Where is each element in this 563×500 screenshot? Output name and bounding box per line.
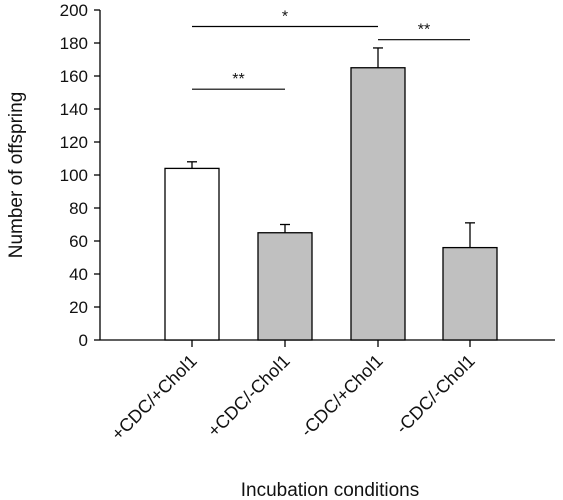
significance-label-2: * — [282, 9, 288, 26]
y-tick-label: 40 — [69, 265, 88, 284]
y-tick-label: 20 — [69, 298, 88, 317]
significance-annotations: ***** — [192, 9, 470, 90]
x-tick-label: -CDC/-Chol1 — [392, 351, 479, 438]
bar-4 — [442, 246, 498, 341]
x-tick-label: +CDC/-Chol1 — [204, 351, 294, 441]
x-tick-label: +CDC/+Chol1 — [107, 351, 200, 444]
y-tick-label: 100 — [60, 166, 88, 185]
axes: 0 20 40 60 80 100 120 140 160 180 200 — [60, 1, 555, 350]
y-tick-label: 60 — [69, 232, 88, 251]
y-tick-label: 140 — [60, 100, 88, 119]
bars — [164, 67, 498, 341]
y-axis-title: Number of offspring — [6, 92, 27, 259]
y-tick-label: 180 — [60, 34, 88, 53]
bar-2 — [257, 232, 313, 341]
y-tick-label: 80 — [69, 199, 88, 218]
significance-label-3: ** — [418, 22, 430, 39]
x-tick-label: -CDC/+Chol1 — [297, 351, 387, 441]
error-bars — [187, 47, 475, 248]
bar-1 — [164, 167, 220, 341]
significance-label-1: ** — [232, 71, 244, 88]
bar-3 — [350, 67, 406, 341]
y-tick-label: 200 — [60, 1, 88, 20]
axis-labels: +CDC/+Chol1 +CDC/-Chol1 -CDC/+Chol1 -CDC/-C… — [6, 92, 479, 500]
y-tick-label: 160 — [60, 67, 88, 86]
y-tick-label: 0 — [79, 331, 88, 350]
y-tick-label: 120 — [60, 133, 88, 152]
x-axis-title: Incubation conditions — [241, 480, 420, 500]
